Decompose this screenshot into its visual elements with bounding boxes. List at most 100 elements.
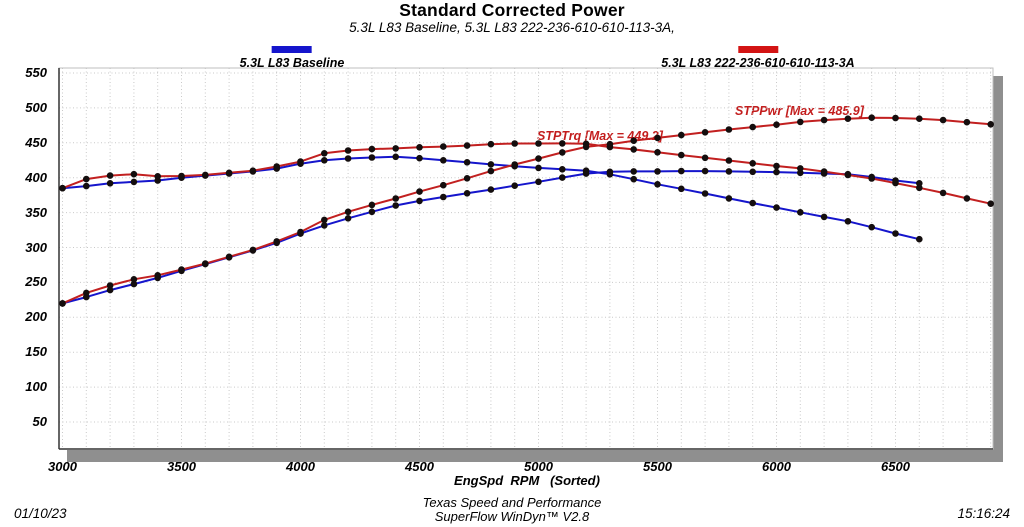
data-point-marker xyxy=(916,235,923,243)
data-point-marker xyxy=(678,151,685,159)
data-point-marker xyxy=(749,123,756,131)
data-point-marker xyxy=(511,161,518,168)
data-point-marker xyxy=(773,162,780,170)
data-point-marker xyxy=(83,182,90,190)
y-tick-label: 250 xyxy=(25,274,47,290)
data-point-marker xyxy=(797,118,804,126)
data-point-marker xyxy=(225,253,233,261)
data-point-marker xyxy=(725,195,733,202)
data-point-marker xyxy=(654,149,661,156)
page-subtitle: 5.3L L83 Baseline, 5.3L L83 222-236-610-… xyxy=(349,20,675,35)
data-point-marker xyxy=(701,190,709,197)
data-point-marker xyxy=(368,208,376,216)
data-point-marker xyxy=(487,167,495,175)
data-point-marker xyxy=(487,140,495,148)
data-point-marker xyxy=(630,168,637,175)
data-point-marker xyxy=(297,158,304,165)
y-tick-label: 200 xyxy=(25,309,47,325)
data-point-marker xyxy=(392,153,400,161)
data-point-marker xyxy=(249,246,257,254)
y-tick-label: 100 xyxy=(25,379,47,395)
y-tick-label: 400 xyxy=(25,169,47,185)
data-point-marker xyxy=(392,195,400,202)
legend-swatch-red xyxy=(737,46,778,53)
data-point-marker xyxy=(106,286,114,294)
data-point-marker xyxy=(535,140,542,147)
data-point-marker xyxy=(368,201,376,209)
data-point-marker xyxy=(701,154,709,162)
data-point-marker xyxy=(773,204,780,211)
data-point-marker xyxy=(916,115,923,122)
data-point-marker xyxy=(987,200,994,207)
data-point-marker xyxy=(820,168,828,175)
data-point-marker xyxy=(535,155,542,162)
data-point-marker xyxy=(559,166,566,173)
data-point-marker xyxy=(844,218,852,225)
data-point-marker xyxy=(535,178,542,186)
data-point-marker xyxy=(368,154,376,161)
data-point-marker xyxy=(416,197,423,205)
data-point-marker xyxy=(463,175,471,182)
data-point-marker xyxy=(463,159,471,166)
data-point-marker xyxy=(535,164,542,172)
y-tick-label: 500 xyxy=(25,99,47,115)
data-point-marker xyxy=(606,140,614,148)
data-point-marker xyxy=(511,140,518,147)
data-point-marker xyxy=(939,189,947,197)
data-point-marker xyxy=(844,171,852,179)
y-tick-label: 350 xyxy=(25,204,47,220)
data-point-marker xyxy=(416,188,423,195)
x-tick-label: 5500 xyxy=(643,459,672,474)
plot-frame xyxy=(58,67,994,450)
data-point-marker xyxy=(630,175,637,183)
data-point-marker xyxy=(797,209,804,216)
data-point-marker xyxy=(344,215,352,222)
legend-label-cam: 5.3L L83 222-236-610-610-113-3A xyxy=(661,56,855,70)
data-point-marker xyxy=(106,172,114,179)
data-point-marker xyxy=(130,280,138,288)
data-point-marker xyxy=(202,171,209,179)
data-point-marker xyxy=(130,170,138,178)
data-point-marker xyxy=(416,154,423,162)
data-point-marker xyxy=(678,131,685,139)
data-point-marker xyxy=(487,186,495,193)
data-point-marker xyxy=(916,184,923,192)
data-point-marker xyxy=(440,157,447,164)
x-tick-label: 6500 xyxy=(881,459,910,474)
legend-entry-baseline: 5.3L L83 Baseline xyxy=(240,46,344,70)
data-point-marker xyxy=(749,199,756,207)
data-point-marker xyxy=(297,228,304,236)
data-point-marker xyxy=(249,167,257,174)
data-point-marker xyxy=(725,168,733,175)
data-point-marker xyxy=(463,142,471,149)
data-point-marker xyxy=(321,150,328,157)
data-point-marker xyxy=(963,118,971,126)
data-point-marker xyxy=(582,170,590,177)
data-point-marker xyxy=(559,149,566,156)
data-point-marker xyxy=(749,160,756,167)
footer-time: 15:16:24 xyxy=(957,506,1010,521)
data-point-marker xyxy=(701,129,709,136)
data-point-marker xyxy=(654,134,661,142)
footer-shop-name: Texas Speed and Performance xyxy=(422,495,602,510)
y-tick-label: 150 xyxy=(25,344,47,360)
data-point-marker xyxy=(678,167,685,175)
data-point-marker xyxy=(344,208,352,216)
data-point-marker xyxy=(321,216,328,224)
data-point-marker xyxy=(678,185,685,193)
data-point-marker xyxy=(939,116,947,124)
data-point-marker xyxy=(773,168,780,176)
data-point-marker xyxy=(797,165,804,172)
data-point-marker xyxy=(820,116,828,124)
footer-software-version: SuperFlow WinDyn™ V2.8 xyxy=(434,509,590,524)
data-point-marker xyxy=(630,137,637,144)
data-point-marker xyxy=(154,272,161,279)
data-point-marker xyxy=(202,260,209,267)
data-point-marker xyxy=(892,230,899,237)
data-point-marker xyxy=(749,168,756,176)
data-point-marker xyxy=(559,174,566,181)
footer-date: 01/10/23 xyxy=(14,506,67,521)
data-point-marker xyxy=(701,167,709,175)
data-point-marker xyxy=(844,115,852,122)
data-point-marker xyxy=(392,202,400,209)
